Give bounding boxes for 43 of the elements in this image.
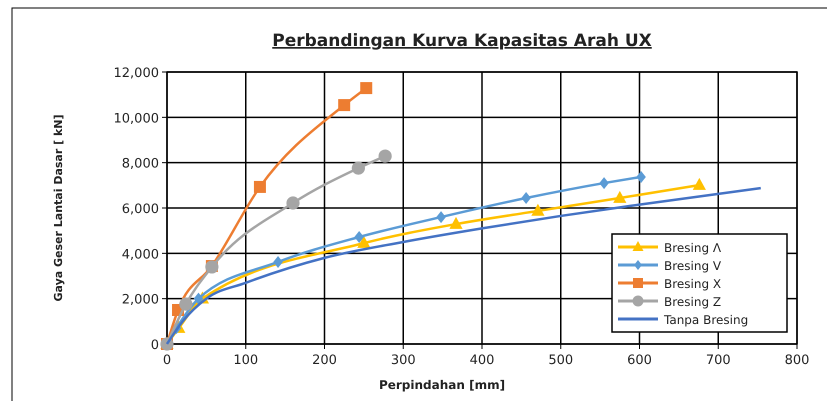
point [254,180,266,193]
y-tick-label: 2,000 [122,292,159,308]
legend-label: Tanpa Bresing [663,313,748,327]
y-tick-label: 0 [150,338,159,353]
point [273,256,283,268]
y-tick-label: 4,000 [122,247,159,262]
point [357,236,370,248]
x-axis-title: Perpindahan [mm] [378,378,506,392]
point [521,192,531,204]
point [194,292,204,305]
x-tick-label: 100 [233,353,258,368]
legend-label: Bresing Z [664,295,722,309]
point [436,211,446,224]
x-tick-label: 400 [470,353,494,368]
x-tick-label: 200 [312,353,337,368]
chart-title: Perbandingan Kurva Kapasitas Arah UX [272,31,652,51]
point [531,204,545,216]
point [338,99,350,112]
point [692,178,706,190]
x-tick-label: 800 [784,353,810,368]
x-tick-label: 300 [390,353,416,368]
point [354,231,364,244]
x-tick-label: 700 [706,353,731,368]
point [352,162,365,175]
y-tick-label: 6,000 [122,202,159,217]
legend-label: Bresing X [664,277,722,291]
point [599,177,609,190]
point [613,190,626,203]
y-tick-label: 12,000 [114,66,159,81]
point [449,216,463,229]
point [179,298,192,311]
legend-label: Bresing V [664,259,722,273]
point [286,196,300,210]
legend-label: Bresing Λ [664,241,722,255]
y-axis-title: Gaya Geser Lantai Dasar [ kN] [52,114,65,302]
y-tick-label: 8,000 [122,156,159,172]
x-tick-label: 0 [162,353,172,368]
x-tick-label: 600 [627,353,652,368]
point [360,82,372,94]
point [636,170,646,183]
x-tick-label: 500 [548,353,574,368]
y-tick-label: 10,000 [114,111,159,126]
point [378,149,392,163]
